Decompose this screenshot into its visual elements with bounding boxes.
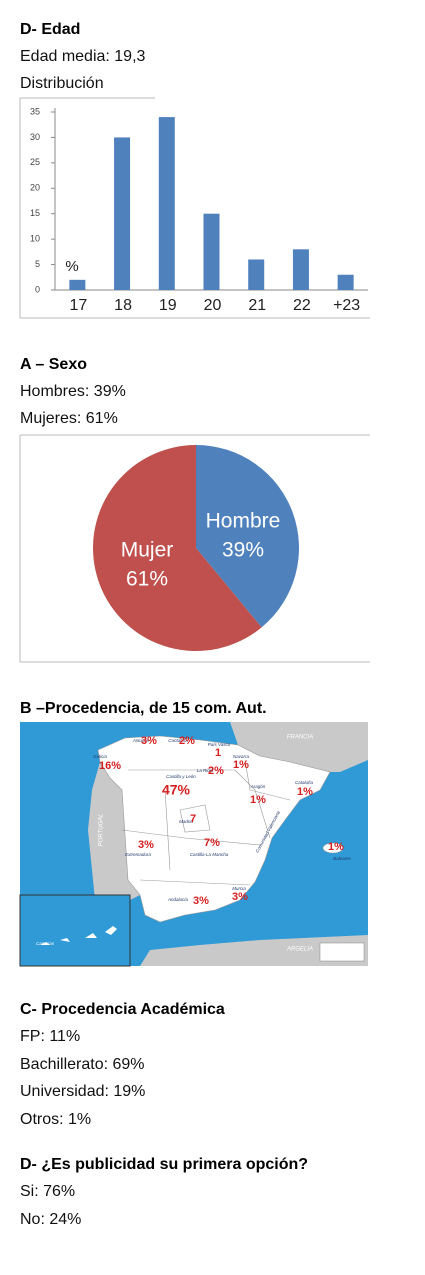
heading: B –Procedencia, de 15 com. Aut. [20, 700, 267, 717]
y-tick-label: 15 [30, 208, 40, 218]
y-tick-label: 20 [30, 183, 40, 193]
x-tick-label: 18 [114, 297, 132, 314]
slice-label: Mujer [121, 539, 174, 562]
region-value: 1% [297, 786, 313, 798]
y-tick-label: 30 [30, 132, 40, 142]
region-name: La Rioja [197, 768, 214, 773]
place-name: Canarias [36, 941, 55, 946]
map [19, 722, 368, 967]
africa [140, 935, 368, 966]
text-line: Hombres: 39% [20, 383, 126, 400]
region-value: 3% [141, 735, 157, 747]
y-tick-label: 25 [30, 157, 40, 167]
region-value: 7 [190, 813, 196, 825]
x-tick-label: 22 [293, 297, 311, 314]
text-line: Universidad: 19% [20, 1083, 145, 1100]
bar [292, 249, 309, 290]
region-name: Cataluña [295, 780, 314, 785]
scale-box [319, 942, 365, 962]
x-tick-label: 20 [204, 297, 222, 314]
region-value: 1% [233, 759, 249, 771]
france [230, 722, 368, 772]
text-line: Bachillerato: 69% [20, 1056, 145, 1073]
y-tick-label: 35 [30, 106, 40, 116]
region-value: 3% [193, 895, 209, 907]
text-line: Mujeres: 61% [20, 410, 118, 427]
x-tick-label: +23 [333, 297, 360, 314]
region-value: 3% [138, 839, 154, 851]
heading: D- ¿Es publicidad su primera opción? [20, 1156, 308, 1173]
region-name: Murcia [232, 886, 246, 891]
x-tick-label: 21 [248, 297, 266, 314]
annotation: % [65, 258, 78, 275]
place-name: ARGELIA [286, 947, 313, 953]
region-value: 3% [232, 891, 248, 903]
place-name: PORTUGAL [99, 814, 105, 847]
bar [114, 137, 131, 290]
region-value: 1 [215, 747, 221, 759]
region-name: Cantabria [168, 738, 188, 743]
region-name: Asturias [132, 738, 150, 743]
bar [337, 274, 354, 290]
region-name: Andalucía [167, 897, 189, 902]
region-value: 2% [208, 765, 224, 777]
borders [121, 759, 291, 886]
pie-slice [92, 444, 262, 651]
region-name: Extremadura [125, 852, 151, 857]
region-value: 47% [162, 782, 191, 798]
bar [248, 259, 265, 290]
region-name: Baleares [333, 856, 352, 861]
region-name: Castilla y León [166, 774, 196, 779]
bar [69, 279, 86, 290]
heading: A – Sexo [20, 356, 87, 373]
text-line: Otros: 1% [20, 1111, 91, 1128]
region-value: 16% [99, 760, 121, 772]
region-name: Navarra [233, 754, 250, 759]
y-tick-label: 5 [35, 259, 40, 269]
heading: C- Procedencia Académica [20, 1001, 225, 1018]
x-tick-label: 17 [69, 297, 87, 314]
region-value: 1% [250, 794, 266, 806]
text-line: No: 24% [20, 1211, 81, 1228]
text-line: Edad media: 19,3 [20, 48, 146, 65]
pie-slice [196, 444, 299, 628]
spain [97, 735, 331, 923]
text-line: Distribución [20, 75, 104, 92]
bar [203, 213, 220, 290]
region-name: País Vasco [208, 742, 231, 747]
x-tick-label: 19 [159, 297, 177, 314]
y-tick-label: 0 [35, 284, 40, 294]
slice-label: Hombre [206, 510, 281, 533]
y-tick-label: 10 [30, 234, 40, 244]
region-name: Madrid [179, 819, 193, 824]
region-value: 1% [328, 841, 344, 853]
place-name: FRANCIA [287, 735, 313, 741]
region-name: Aragón [250, 784, 266, 789]
slice-value: 61% [126, 568, 168, 591]
bar [158, 117, 175, 290]
region-value: 2% [179, 735, 195, 747]
heading: D- Edad [20, 21, 80, 38]
text-line: Si: 76% [20, 1183, 75, 1200]
region-name: Galicia [93, 754, 107, 759]
baleares-island [322, 842, 344, 854]
text-line: FP: 11% [20, 1028, 80, 1045]
slice-value: 39% [222, 539, 264, 562]
region-name: Castilla-La Mancha [190, 852, 229, 857]
region-value: 7% [204, 837, 220, 849]
